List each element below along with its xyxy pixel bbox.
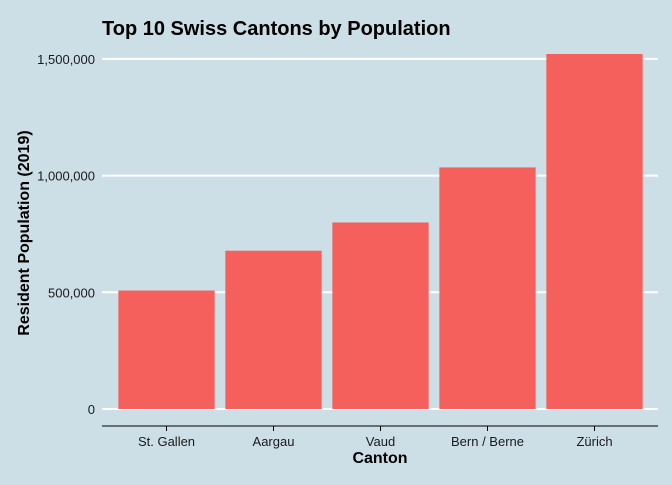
bar	[332, 222, 429, 409]
x-axis-title: Canton	[352, 450, 407, 467]
x-tick-label: St. Gallen	[138, 434, 195, 449]
y-tick-label: 1,500,000	[37, 52, 95, 67]
y-tick-label: 500,000	[48, 285, 95, 300]
bar	[439, 167, 536, 409]
y-tick-label: 1,000,000	[37, 169, 95, 184]
x-tick-label: Bern / Berne	[451, 434, 524, 449]
bar	[225, 250, 322, 409]
bar	[118, 290, 215, 409]
y-axis-ticks: 0 500,000 1,000,000 1,500,000	[37, 52, 95, 417]
x-tick-label: Zürich	[576, 434, 612, 449]
bars	[118, 54, 643, 409]
y-tick-label: 0	[88, 402, 95, 417]
chart-title: Top 10 Swiss Cantons by Population	[102, 18, 451, 40]
bar	[546, 54, 643, 409]
y-axis-title: Resident Population (2019)	[16, 130, 33, 335]
x-tick-label: Vaud	[366, 434, 395, 449]
x-axis-ticks: St. Gallen Aargau Vaud Bern / Berne Zürich	[138, 426, 613, 449]
x-tick-label: Aargau	[253, 434, 295, 449]
